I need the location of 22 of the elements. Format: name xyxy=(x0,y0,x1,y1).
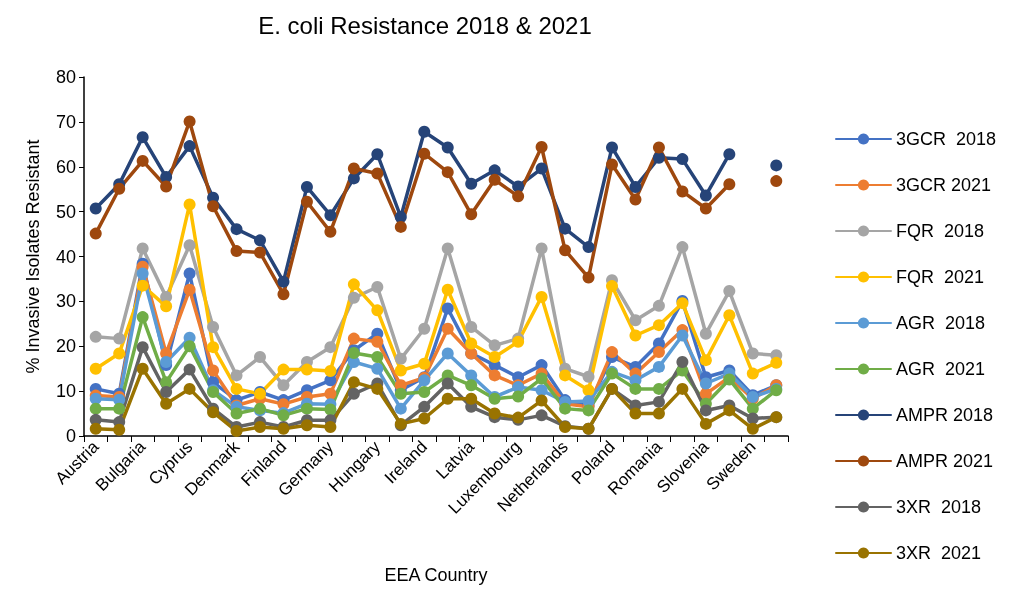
y-tick-label: 0 xyxy=(65,426,76,446)
y-tick-label: 50 xyxy=(55,201,76,222)
chart-title: E. coli Resistance 2018 & 2021 xyxy=(258,11,592,39)
y-axis-title: % Invasive Isolates Resistant xyxy=(23,139,43,374)
y-tick-label: 70 xyxy=(55,111,76,132)
legend-label: AMPR 2021 xyxy=(896,451,994,471)
legend-label: 3GCR 2018 xyxy=(896,129,997,149)
legend-label: FQR 2018 xyxy=(896,221,985,241)
y-tick-label: 20 xyxy=(55,336,76,357)
y-tick-label: 30 xyxy=(55,291,76,312)
legend-label: 3XR 2018 xyxy=(896,497,982,517)
legend-label: AGR 2021 xyxy=(896,359,986,379)
legend-label: AMPR 2018 xyxy=(896,405,994,425)
x-axis-title: EEA Country xyxy=(384,565,488,585)
legend-label: FQR 2021 xyxy=(896,267,985,287)
y-tick-label: 40 xyxy=(55,246,76,267)
y-tick-label: 80 xyxy=(55,67,76,87)
y-tick-label: 60 xyxy=(55,156,76,177)
legend-label: AGR 2018 xyxy=(896,313,986,333)
legend-label: 3GCR 2021 xyxy=(896,175,992,195)
y-tick-label: 10 xyxy=(55,381,76,402)
legend-label: 3XR 2021 xyxy=(896,543,982,563)
